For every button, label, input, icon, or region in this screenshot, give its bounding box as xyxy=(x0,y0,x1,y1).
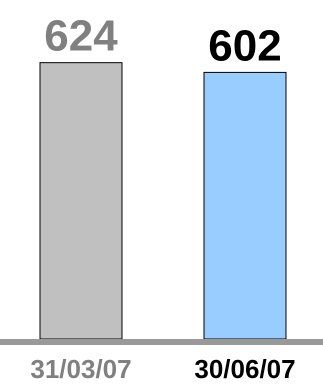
bar-30-06-07 xyxy=(203,71,287,340)
bar-31-03-07 xyxy=(39,62,123,340)
category-label: 30/06/07 xyxy=(194,354,295,384)
value-label: 602 xyxy=(208,21,281,70)
x-axis-baseline xyxy=(0,339,323,345)
value-label: 624 xyxy=(44,12,118,61)
labels-layer: 624 31/03/07 602 30/06/07 xyxy=(30,12,295,384)
category-label: 31/03/07 xyxy=(30,354,131,384)
bars-layer xyxy=(39,62,287,340)
